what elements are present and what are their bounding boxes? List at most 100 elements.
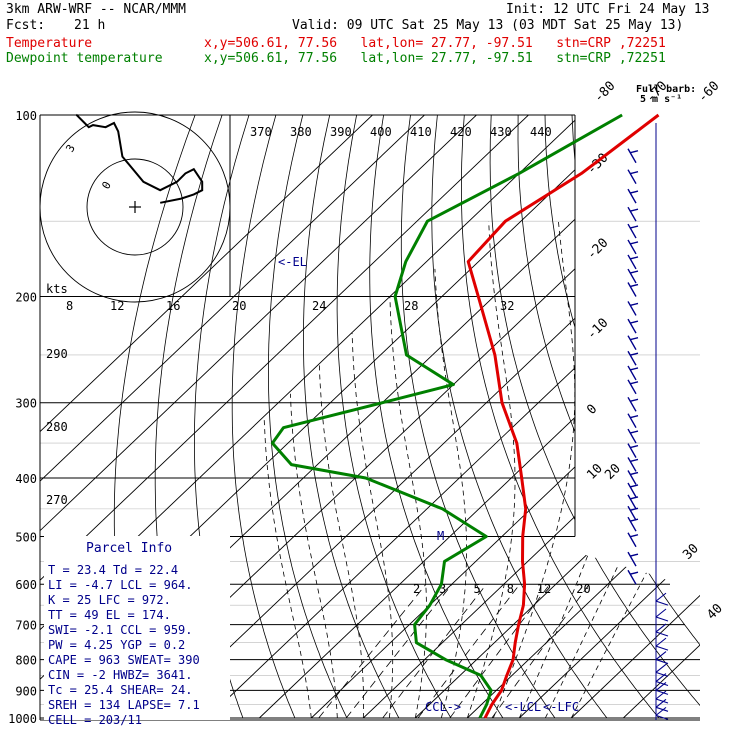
hodograph-trace bbox=[75, 113, 204, 204]
parcel-title: Parcel Info bbox=[86, 541, 172, 556]
mixing-ratio-label: 3 bbox=[439, 582, 446, 596]
wind-barb bbox=[627, 301, 639, 316]
hodograph-speed-label: 20 bbox=[232, 299, 246, 313]
dry-adiabat bbox=[707, 115, 740, 718]
parcel-row: Tc = 25.4 SHEAR= 24. bbox=[48, 683, 193, 697]
isotherm-label: 40 bbox=[704, 601, 726, 623]
moist-adiabat bbox=[434, 268, 467, 719]
wind-barb bbox=[627, 206, 639, 222]
hodograph: 30 bbox=[39, 111, 231, 303]
dry-adiabat bbox=[734, 115, 740, 718]
pressure-label: 200 bbox=[15, 291, 37, 305]
moist-adiabat bbox=[570, 221, 700, 719]
wind-barb bbox=[627, 169, 639, 185]
parcel-row: T = 23.4 Td = 22.4 bbox=[48, 563, 178, 577]
dry-adiabat bbox=[489, 115, 700, 719]
theta-label: 440 bbox=[530, 125, 552, 139]
mixing-ratio-line bbox=[417, 583, 521, 719]
parcel-info-panel: Parcel Info T = 23.4 Td = 22.4LI = -4.7 L… bbox=[44, 536, 230, 727]
wind-barb bbox=[655, 637, 669, 651]
theta-label: 280 bbox=[46, 420, 68, 434]
wind-barb bbox=[627, 413, 639, 429]
parcel-row: CELL = 203/11 bbox=[48, 713, 142, 727]
wind-legend-title: Full barb: bbox=[636, 84, 697, 95]
dry-adiabat bbox=[336, 115, 452, 719]
isotherm-label: 30 bbox=[680, 541, 702, 563]
moist-adiabat bbox=[351, 333, 394, 719]
m-marker: M bbox=[437, 529, 444, 543]
wind-barb bbox=[655, 608, 669, 622]
hodograph-height-label: 3 bbox=[63, 142, 78, 154]
hodograph-speed-label: 8 bbox=[66, 299, 73, 313]
theta-label: 410 bbox=[410, 125, 432, 139]
moist-adiabat bbox=[492, 221, 576, 719]
parcel-panel-bg bbox=[44, 536, 230, 720]
ccl-marker: CCL-> bbox=[425, 700, 461, 714]
dry-adiabat bbox=[231, 115, 296, 719]
isotherm-label: 0 bbox=[584, 402, 600, 418]
mixing-ratio-line bbox=[491, 583, 590, 719]
parcel-row: LI = -4.7 LCL = 964. bbox=[48, 578, 193, 592]
mixing-ratio-label: 2 bbox=[413, 582, 420, 596]
parcel-row: SWI= -2.1 CCL = 959. bbox=[48, 623, 193, 637]
theta-label: 400 bbox=[370, 125, 392, 139]
pressure-label: 300 bbox=[15, 397, 37, 411]
wind-barb bbox=[627, 569, 639, 585]
pressure-label: 700 bbox=[15, 619, 37, 633]
pressure-label: 600 bbox=[15, 578, 37, 592]
isotherm-line bbox=[207, 115, 700, 719]
hodograph-speed-label: 16 bbox=[166, 299, 180, 313]
wind-barb bbox=[627, 396, 639, 412]
isotherm-line bbox=[155, 115, 700, 719]
wind-barb bbox=[627, 443, 639, 458]
dry-adiabat bbox=[625, 115, 700, 719]
isotherm-line bbox=[519, 115, 700, 719]
hodograph-height-label: 0 bbox=[99, 179, 114, 191]
temperature-trace bbox=[466, 113, 660, 719]
moist-adiabats bbox=[263, 221, 700, 719]
theta-label: 390 bbox=[330, 125, 352, 139]
parcel-row: PW = 4.25 YGP = 0.2 bbox=[48, 638, 185, 652]
wind-barb bbox=[627, 254, 639, 270]
wind-barb bbox=[627, 505, 639, 521]
hodograph-speed-label: 28 bbox=[404, 299, 418, 313]
moist-adiabat bbox=[466, 221, 516, 719]
dewpoint-info: x,y=506.61, 77.56 lat,lon= 27.77, -97.51… bbox=[204, 51, 666, 66]
wind-barb bbox=[655, 690, 669, 704]
temperature-label: Temperature bbox=[6, 36, 93, 51]
mixing-ratio-label: 12 bbox=[537, 582, 551, 596]
pressure-label: 100 bbox=[15, 109, 37, 123]
wind-barb bbox=[627, 532, 639, 548]
mixing-ratio-label: 5 bbox=[473, 582, 480, 596]
wind-barb bbox=[627, 318, 639, 334]
parcel-row: K = 25 LFC = 972. bbox=[48, 593, 171, 607]
hodograph-speed-label: 12 bbox=[110, 299, 124, 313]
theta-label: 420 bbox=[450, 125, 472, 139]
wind-barb bbox=[627, 223, 639, 239]
isotherm-label: -20 bbox=[584, 236, 611, 263]
isotherm-line bbox=[467, 115, 700, 719]
wind-barb bbox=[655, 663, 669, 677]
isotherm-line bbox=[623, 115, 700, 719]
isotherm-line bbox=[40, 115, 477, 719]
dry-adiabat bbox=[369, 115, 504, 719]
isotherm-label: -60 bbox=[695, 79, 722, 106]
hodograph-ring bbox=[39, 111, 231, 303]
isotherm-label: -80 bbox=[591, 79, 618, 106]
dry-adiabat bbox=[460, 115, 660, 719]
parcel-row: CIN = -2 HWBZ= 3641. bbox=[48, 668, 193, 682]
isotherm-line bbox=[40, 115, 373, 719]
mixing-ratio-label: 20 bbox=[576, 582, 590, 596]
pressure-label: 800 bbox=[15, 654, 37, 668]
wind-barb bbox=[627, 188, 639, 204]
dry-adiabat bbox=[267, 115, 348, 719]
el-marker: <-EL bbox=[278, 255, 307, 269]
wind-barb bbox=[655, 673, 669, 687]
wind-barb bbox=[655, 651, 669, 665]
wind-barb bbox=[655, 706, 669, 720]
moist-adiabat bbox=[290, 393, 338, 719]
theta-label: 430 bbox=[490, 125, 512, 139]
parcel-row: TT = 49 EL = 174. bbox=[48, 608, 171, 622]
wind-barb bbox=[627, 335, 639, 351]
hodograph-units: kts bbox=[46, 282, 68, 296]
